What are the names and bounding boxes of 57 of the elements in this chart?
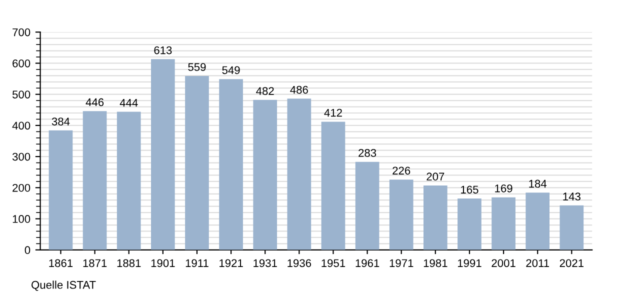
bar bbox=[458, 198, 482, 250]
bar bbox=[253, 100, 278, 250]
data-label: 165 bbox=[461, 186, 478, 194]
x-tick-label: 1931 bbox=[254, 259, 277, 268]
x-tick-label: 1981 bbox=[424, 259, 448, 268]
x-tick-label: 1951 bbox=[322, 259, 346, 268]
data-label: 384 bbox=[52, 118, 70, 126]
data-label: 143 bbox=[563, 192, 580, 200]
y-tick-label: 600 bbox=[12, 59, 30, 68]
x-tick-label: 1911 bbox=[186, 259, 208, 268]
y-tick-label: 100 bbox=[12, 215, 30, 223]
bar bbox=[48, 130, 73, 250]
x-tick-label: 1921 bbox=[220, 259, 243, 268]
bar bbox=[82, 111, 107, 250]
data-label: 226 bbox=[392, 166, 410, 175]
x-tick-label: 1881 bbox=[117, 259, 141, 268]
data-label: 412 bbox=[324, 108, 342, 117]
source-note: Quelle ISTAT bbox=[32, 280, 96, 291]
bar bbox=[287, 98, 312, 250]
x-tick-label: 2021 bbox=[560, 259, 584, 268]
x-tick-label: 2011 bbox=[526, 259, 550, 268]
bar bbox=[116, 112, 141, 250]
bar bbox=[560, 205, 584, 250]
data-label: 613 bbox=[154, 46, 172, 54]
y-tick-label: 200 bbox=[12, 184, 30, 192]
bar bbox=[355, 162, 380, 250]
bar bbox=[321, 122, 346, 250]
x-tick-label: 1901 bbox=[151, 259, 175, 268]
bar bbox=[492, 197, 516, 250]
x-tick-label: 1991 bbox=[458, 259, 482, 268]
data-label: 207 bbox=[426, 172, 444, 181]
data-label: 486 bbox=[290, 86, 308, 94]
data-label: 444 bbox=[120, 99, 138, 107]
bar bbox=[185, 76, 209, 250]
bar bbox=[389, 180, 414, 250]
x-tick-label: 1861 bbox=[49, 259, 73, 268]
x-tick-label: 1871 bbox=[83, 259, 107, 268]
data-label: 446 bbox=[86, 98, 104, 106]
x-tick-label: 1971 bbox=[390, 259, 414, 268]
x-tick-label: 1936 bbox=[288, 259, 312, 268]
data-label: 559 bbox=[188, 63, 206, 71]
data-label: 283 bbox=[358, 149, 376, 157]
data-label: 169 bbox=[495, 184, 512, 192]
bar bbox=[526, 192, 550, 250]
data-label: 549 bbox=[222, 66, 240, 74]
y-tick-label: 700 bbox=[12, 28, 30, 36]
x-tick-label: 2001 bbox=[492, 259, 516, 268]
y-tick-label: 400 bbox=[12, 122, 30, 130]
y-tick-label: 300 bbox=[12, 152, 30, 161]
y-tick-label: 0 bbox=[24, 246, 30, 254]
bar bbox=[423, 185, 448, 250]
y-tick-label: 500 bbox=[12, 90, 30, 98]
data-label: 184 bbox=[529, 180, 547, 188]
bar bbox=[219, 79, 243, 250]
data-label: 482 bbox=[256, 87, 274, 95]
x-tick-label: 1961 bbox=[356, 259, 380, 268]
bar bbox=[151, 59, 175, 250]
